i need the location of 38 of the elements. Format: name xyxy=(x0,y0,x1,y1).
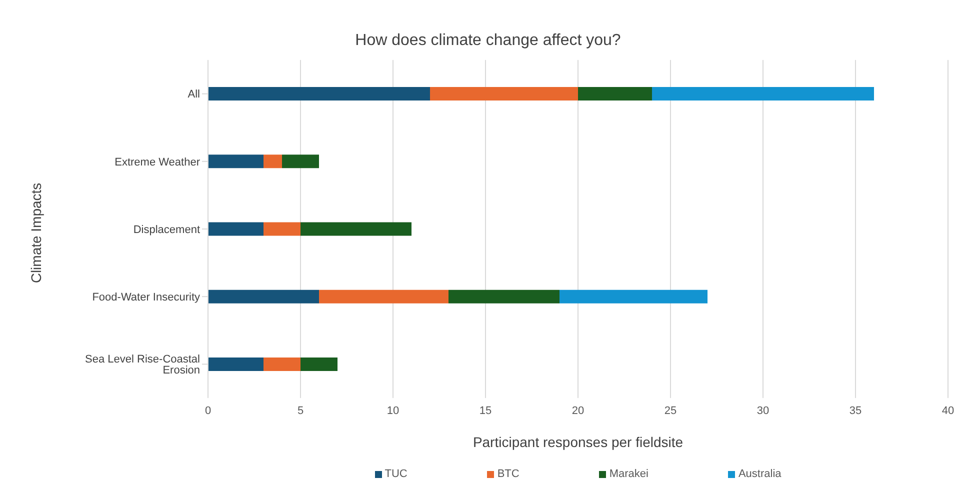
bar xyxy=(264,357,300,371)
legend-label: BTC xyxy=(496,468,520,480)
y-tick-label: All xyxy=(188,88,200,101)
y-axis-title: Climate Impacts xyxy=(28,182,44,284)
legend-label: TUC xyxy=(384,468,408,480)
x-tick-label: 40 xyxy=(942,404,954,417)
bar xyxy=(208,87,430,101)
x-tick-label: 35 xyxy=(849,404,862,417)
chart-title: How does climate change affect you? xyxy=(354,31,622,50)
bar xyxy=(208,357,264,371)
x-axis-title: Participant responses per fieldsite xyxy=(472,434,684,450)
bar xyxy=(652,87,874,101)
bar xyxy=(319,290,448,304)
y-tick-label: Displacement xyxy=(133,224,200,236)
y-tick-label: Extreme Weather xyxy=(114,156,200,168)
bar xyxy=(208,154,264,168)
bar xyxy=(560,290,708,304)
bar xyxy=(300,357,338,371)
bar xyxy=(264,154,282,168)
bar xyxy=(282,154,319,168)
x-tick-label: 10 xyxy=(386,404,400,417)
x-tick-label: 30 xyxy=(756,404,770,417)
bar xyxy=(208,290,319,304)
legend-label: Australia xyxy=(737,468,782,480)
y-tick-label: Food-Water Insecurity xyxy=(92,292,200,304)
bar xyxy=(448,290,560,304)
bar xyxy=(578,87,652,101)
x-tick-label: 15 xyxy=(479,404,492,417)
bar xyxy=(430,87,578,101)
x-tick-label: 25 xyxy=(664,404,677,417)
y-tick-label: Sea Level Rise-Coastal Erosion xyxy=(85,354,200,377)
bar xyxy=(264,222,300,236)
bar xyxy=(300,222,412,236)
x-tick-label: 20 xyxy=(572,404,584,417)
bar xyxy=(208,222,264,236)
legend-label: Marakei xyxy=(608,468,648,480)
x-tick-label: 0 xyxy=(204,404,212,417)
x-tick-label: 5 xyxy=(297,404,304,417)
